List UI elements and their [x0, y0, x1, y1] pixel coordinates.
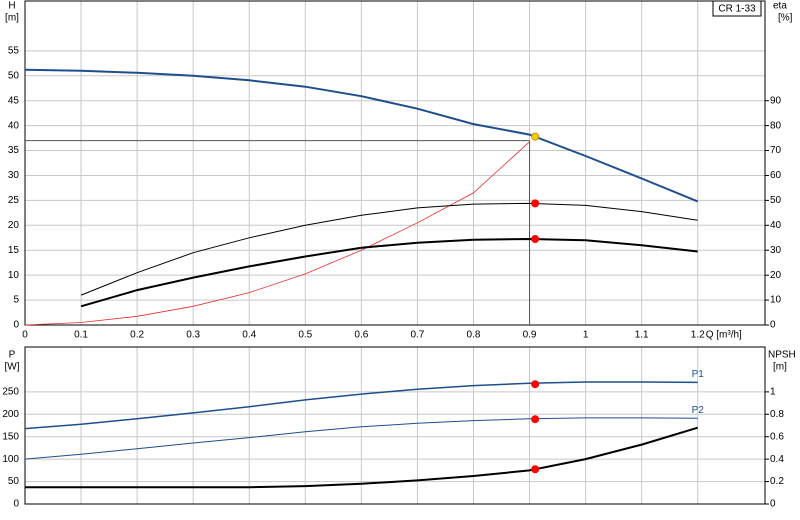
y2-tick-label: 90	[770, 95, 782, 106]
plot-area	[25, 1, 765, 325]
series-line	[80, 237, 698, 308]
y-tick-label: 45	[8, 95, 20, 106]
y2-tick-label: 50	[770, 195, 782, 206]
title: CR 1-33	[718, 4, 756, 15]
y2-tick-label: 30	[770, 245, 782, 256]
y-tick-label: 25	[8, 195, 20, 206]
y-tick-label: 50	[8, 70, 20, 81]
y-tick-label: 55	[8, 45, 20, 56]
y2-axis-unit: [%]	[778, 13, 793, 24]
y2-tick-label: 70	[770, 145, 782, 156]
x-tick-label: 0.9	[523, 330, 537, 341]
plot-area	[25, 347, 765, 504]
x-tick-label: 0.5	[298, 330, 312, 341]
series-label: P1	[692, 369, 705, 380]
y-tick-label: 200	[2, 409, 19, 420]
y-tick-label: 35	[8, 145, 20, 156]
series-line	[24, 141, 530, 326]
y2-tick-label: 0.4	[770, 454, 784, 465]
series-line	[80, 202, 698, 296]
series-line	[25, 426, 698, 489]
y2-tick-label: 0.8	[770, 409, 784, 420]
y-tick-label: 250	[2, 386, 19, 397]
y-tick-label: 50	[8, 476, 20, 487]
plot-frame	[24, 346, 766, 505]
series-label: P2	[692, 405, 705, 416]
x-tick-label: 0.4	[242, 330, 256, 341]
y2-tick-label: 20	[770, 270, 782, 281]
y-tick-label: 30	[8, 170, 20, 181]
y-axis-label: H	[8, 1, 15, 12]
y-axis-unit: [W]	[5, 362, 20, 373]
y2-tick-label: 0.6	[770, 431, 784, 442]
x-tick-label: 0.2	[130, 330, 144, 341]
y2-tick-label: 40	[770, 220, 782, 231]
y-axis-label: P	[9, 350, 16, 361]
x-tick-label: 0.1	[74, 330, 88, 341]
marker	[531, 415, 540, 424]
y-tick-label: 15	[8, 245, 20, 256]
x-tick-label: 0.8	[467, 330, 481, 341]
y2-axis-label: NPSH	[768, 350, 796, 361]
y-tick-label: 0	[13, 320, 19, 331]
y2-tick-label: 10	[770, 295, 782, 306]
marker	[531, 235, 540, 244]
y-tick-label: 20	[8, 220, 20, 231]
marker	[531, 132, 540, 141]
y-tick-label: 40	[8, 120, 20, 131]
series-line	[24, 68, 699, 203]
marker	[531, 199, 540, 208]
title-box	[712, 0, 762, 17]
y-tick-label: 150	[2, 431, 19, 442]
y2-tick-label: 0.2	[770, 476, 784, 487]
x-tick-label: 1.1	[635, 330, 649, 341]
y-axis-unit: [m]	[5, 13, 19, 24]
series-line	[24, 417, 698, 460]
x-tick-label: 0	[22, 330, 28, 341]
x-tick-label: 1.2	[691, 330, 705, 341]
x-tick-label: 1	[583, 330, 589, 341]
series-line	[24, 381, 698, 430]
y2-axis-unit: [m]	[773, 362, 787, 373]
y2-tick-label: 80	[770, 120, 782, 131]
y-tick-label: 0	[13, 499, 19, 510]
x-tick-label: 0.7	[410, 330, 424, 341]
y2-tick-label: 0	[770, 499, 776, 510]
y2-tick-label: 1	[770, 386, 776, 397]
x-tick-label: 0.6	[354, 330, 368, 341]
marker	[531, 465, 540, 474]
y2-tick-label: 60	[770, 170, 782, 181]
y-tick-label: 100	[2, 454, 19, 465]
y2-tick-label: 0	[770, 320, 776, 331]
y2-axis-label: eta	[773, 1, 787, 12]
y-tick-label: 10	[8, 270, 20, 281]
y-tick-label: 5	[13, 295, 19, 306]
plot-frame	[24, 0, 766, 326]
x-axis-label: Q [m³/h]	[706, 330, 742, 341]
marker	[531, 380, 540, 389]
x-tick-label: 0.3	[186, 330, 200, 341]
